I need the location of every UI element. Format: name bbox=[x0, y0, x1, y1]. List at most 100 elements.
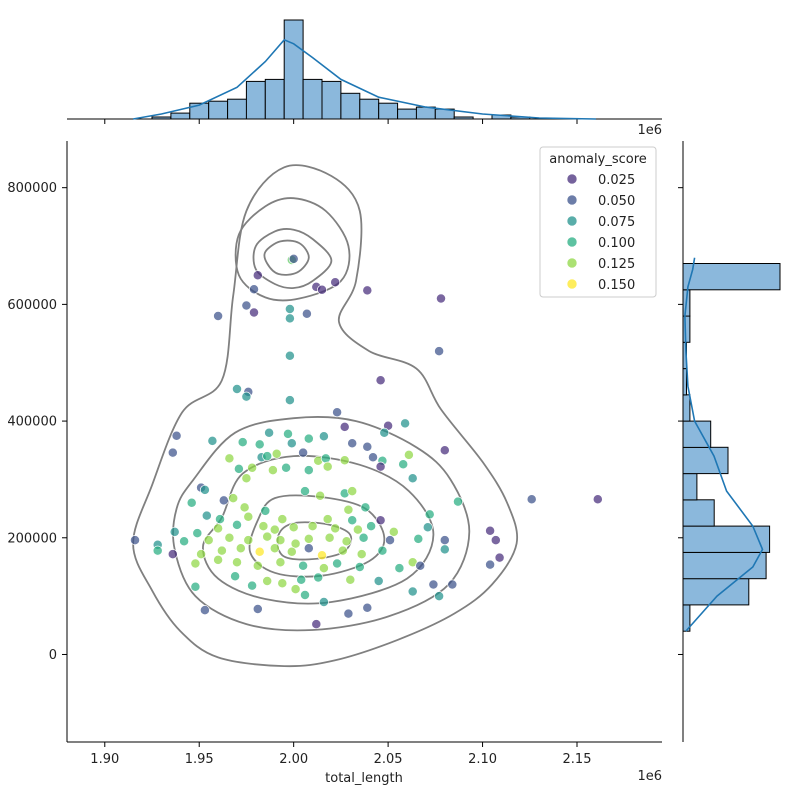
data-point bbox=[317, 550, 327, 561]
data-point bbox=[313, 572, 324, 583]
top-hist-bar bbox=[170, 112, 191, 120]
data-point bbox=[415, 560, 426, 571]
data-point bbox=[332, 558, 343, 569]
data-point bbox=[232, 519, 242, 530]
data-point bbox=[379, 427, 390, 438]
data-point bbox=[224, 532, 235, 543]
right-hist-bar bbox=[682, 499, 715, 527]
y-tick-label: 400000 bbox=[7, 415, 57, 430]
top-kde-curve bbox=[132, 38, 596, 120]
data-point bbox=[453, 496, 463, 507]
data-point bbox=[428, 579, 439, 590]
right-hist-bar bbox=[682, 263, 781, 291]
legend-marker bbox=[566, 173, 578, 185]
data-point bbox=[330, 523, 341, 534]
data-point bbox=[262, 531, 273, 542]
data-point bbox=[436, 293, 446, 304]
data-point bbox=[232, 557, 242, 568]
legend-marker bbox=[566, 215, 578, 227]
kde-contour-5 bbox=[202, 454, 435, 605]
data-point bbox=[254, 439, 265, 450]
data-point bbox=[130, 535, 140, 546]
top-hist-bar bbox=[245, 80, 266, 120]
top-hist-bar bbox=[321, 80, 342, 120]
data-point bbox=[288, 253, 299, 264]
y-ticks: 0 200000 400000 600000 800000 bbox=[7, 181, 683, 663]
data-point bbox=[275, 557, 286, 568]
data-point bbox=[318, 563, 329, 574]
x-ticks: 1.90 1.95 2.00 2.05 2.10 2.15 bbox=[90, 119, 591, 767]
data-point bbox=[171, 430, 182, 441]
top-hist-bar bbox=[397, 108, 418, 120]
x-offset-label-main: 1e6 bbox=[637, 769, 662, 784]
legend-label: 0.100 bbox=[598, 236, 635, 251]
top-hist-bar bbox=[340, 92, 361, 120]
data-point bbox=[284, 395, 295, 406]
data-point bbox=[284, 304, 295, 314]
x-tick-label: 2.00 bbox=[279, 752, 308, 767]
data-point bbox=[403, 449, 414, 460]
data-point bbox=[439, 544, 450, 555]
data-point bbox=[277, 514, 288, 525]
right-hist-bar bbox=[682, 368, 687, 396]
right-hist-bar bbox=[682, 315, 691, 343]
data-point bbox=[167, 447, 178, 458]
main-axes bbox=[66, 141, 662, 743]
data-point bbox=[318, 597, 329, 607]
y-tick-label: 600000 bbox=[7, 298, 57, 313]
top-marginal-histogram bbox=[67, 19, 662, 120]
data-point bbox=[303, 433, 314, 444]
data-point bbox=[179, 536, 190, 547]
data-point bbox=[375, 375, 386, 386]
data-point bbox=[247, 462, 258, 473]
data-point bbox=[199, 605, 210, 616]
data-point bbox=[332, 407, 343, 418]
data-point bbox=[434, 346, 445, 357]
legend-label: 0.125 bbox=[598, 257, 635, 272]
data-point bbox=[262, 576, 273, 586]
data-point bbox=[388, 526, 399, 537]
right-hist-bar bbox=[682, 578, 750, 606]
data-point bbox=[241, 473, 252, 484]
data-point bbox=[385, 535, 395, 546]
legend-label: 0.075 bbox=[598, 215, 635, 230]
kde-contour-0 bbox=[252, 228, 333, 289]
data-point bbox=[203, 535, 214, 546]
data-point bbox=[235, 543, 246, 554]
data-point bbox=[190, 558, 201, 569]
top-hist-bar bbox=[359, 98, 380, 120]
data-point bbox=[343, 504, 354, 515]
data-point bbox=[345, 574, 356, 585]
data-point bbox=[269, 524, 280, 535]
data-point bbox=[167, 549, 178, 560]
data-point bbox=[494, 552, 505, 563]
data-point bbox=[485, 559, 496, 570]
data-point bbox=[394, 563, 405, 574]
y-tick-label: 200000 bbox=[7, 531, 57, 546]
x-axis-label: total_length bbox=[325, 771, 403, 786]
data-point bbox=[271, 448, 282, 459]
data-point bbox=[286, 438, 297, 449]
data-point bbox=[373, 576, 384, 586]
data-point bbox=[290, 538, 301, 549]
x-tick-label: 2.10 bbox=[468, 752, 497, 767]
data-point bbox=[213, 554, 224, 565]
data-point bbox=[398, 459, 409, 470]
legend-marker bbox=[566, 278, 578, 290]
data-point bbox=[152, 545, 163, 556]
data-point bbox=[360, 502, 371, 513]
data-point bbox=[190, 581, 201, 592]
data-point bbox=[262, 451, 273, 462]
data-point bbox=[233, 463, 244, 474]
data-point bbox=[317, 284, 327, 295]
data-point bbox=[296, 574, 307, 585]
data-point bbox=[300, 590, 310, 600]
data-point bbox=[252, 270, 263, 281]
data-point bbox=[356, 549, 367, 560]
data-point bbox=[375, 515, 386, 526]
data-point bbox=[341, 536, 352, 547]
data-point bbox=[339, 455, 350, 466]
data-point bbox=[424, 509, 435, 520]
right-marginal-histogram bbox=[682, 141, 781, 742]
